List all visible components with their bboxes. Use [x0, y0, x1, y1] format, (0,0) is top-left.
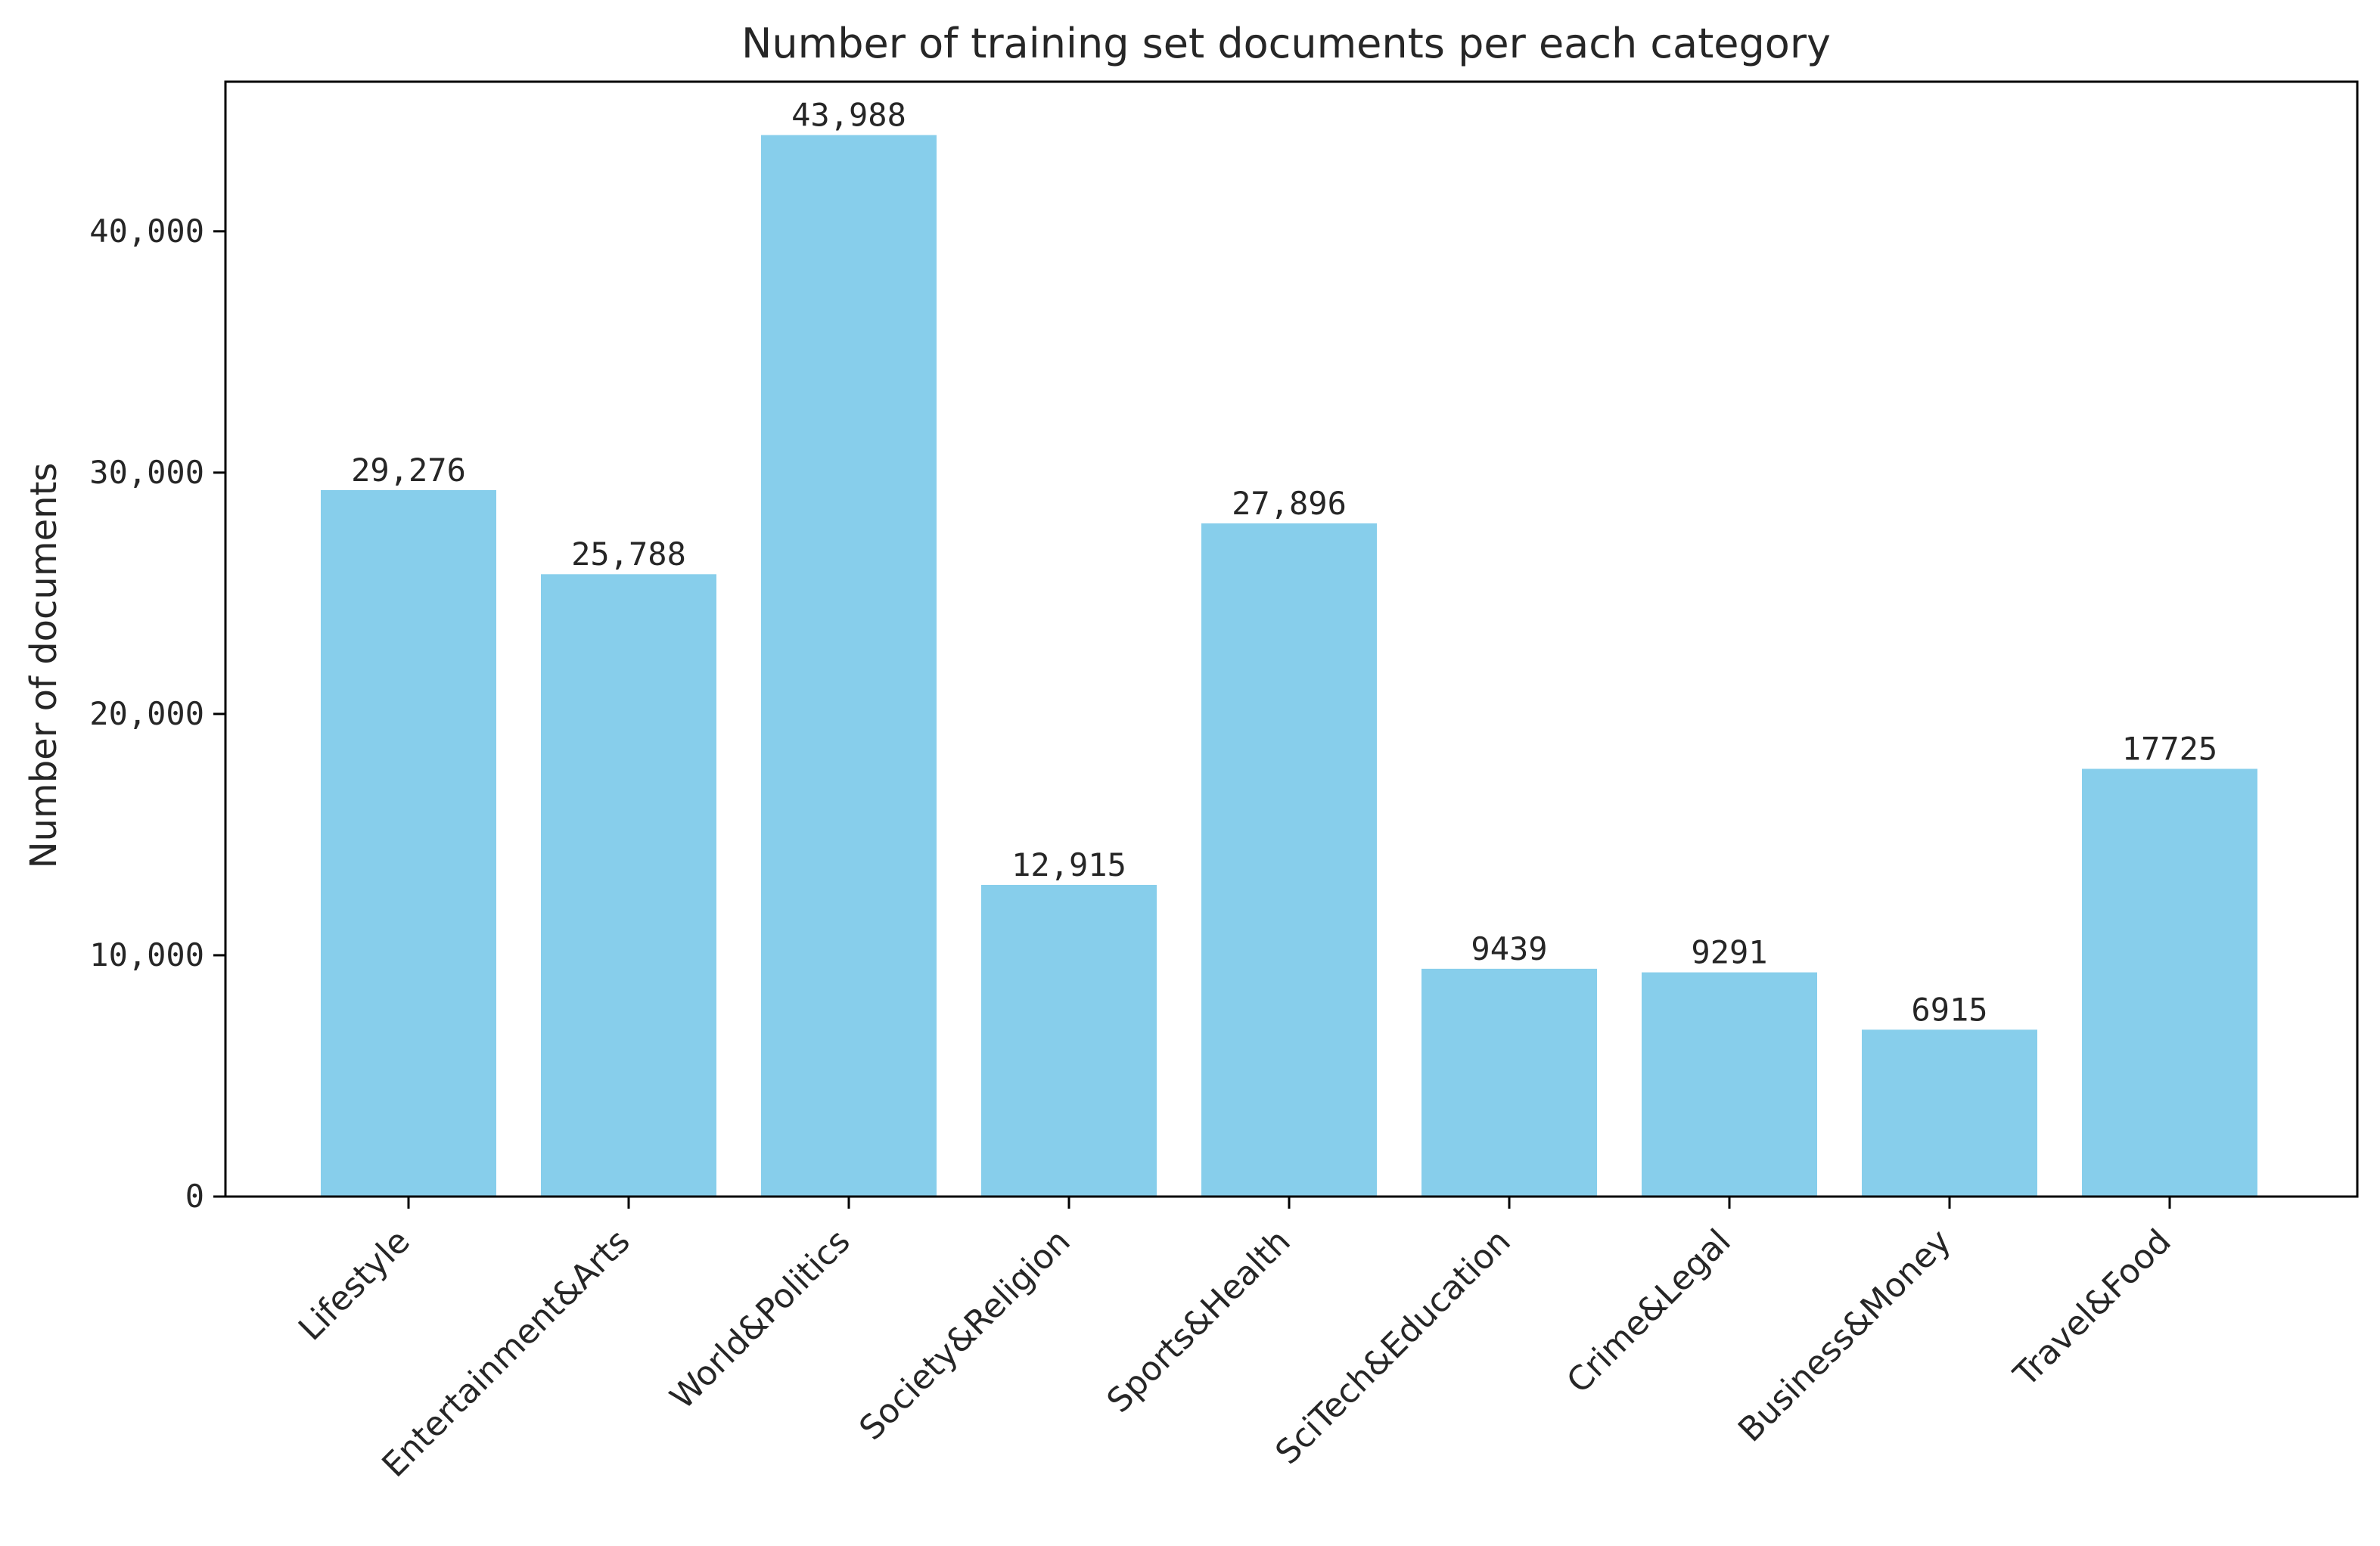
- bar-value-label: 29,276: [351, 452, 466, 489]
- y-axis-label: Number of documents: [23, 463, 65, 869]
- x-tick-label: World&Politics: [663, 1222, 858, 1417]
- y-tick-label: 30,000: [89, 454, 204, 491]
- chart-title: Number of training set documents per eac…: [741, 20, 1831, 67]
- bar: [541, 574, 716, 1197]
- y-tick-label: 0: [185, 1178, 204, 1215]
- plot-frame: [224, 80, 2359, 1198]
- bars: [321, 135, 2257, 1197]
- bar: [1421, 968, 1597, 1197]
- y-axis-ticks: 0 10,000 20,000 30,000 40,000: [89, 213, 225, 1215]
- x-tick-label: Entertainment&Arts: [374, 1222, 637, 1485]
- y-tick-label: 40,000: [89, 213, 204, 250]
- bar: [761, 135, 937, 1197]
- data-labels: 29,276 25,788 43,988 12,915 27,896 9439 9291 69…: [351, 97, 2217, 1029]
- bar-value-label: 25,788: [571, 536, 686, 573]
- x-tick-label: Travel&Food: [2006, 1222, 2179, 1395]
- bar-value-label: 17725: [2122, 730, 2217, 767]
- x-tick-label: Sports&Health: [1100, 1222, 1298, 1420]
- y-tick-label: 10,000: [89, 936, 204, 973]
- bar-value-label: 6915: [1911, 991, 1987, 1028]
- bar: [1201, 523, 1377, 1197]
- x-tick-label: Crime&Legal: [1559, 1222, 1738, 1401]
- bar: [981, 884, 1157, 1197]
- bar-value-label: 27,896: [1232, 485, 1347, 522]
- bar: [2082, 768, 2257, 1197]
- bar: [1642, 972, 1817, 1197]
- bar: [1862, 1029, 2037, 1197]
- bar-value-label: 12,915: [1011, 846, 1126, 883]
- x-tick-label: SciTech&Education: [1268, 1222, 1518, 1472]
- x-tick-label: Business&Money: [1731, 1222, 1959, 1450]
- bar-value-label: 9439: [1471, 930, 1547, 967]
- y-tick-label: 20,000: [89, 695, 204, 732]
- bar-value-label: 43,988: [791, 97, 906, 134]
- x-tick-label: Society&Religion: [852, 1222, 1077, 1448]
- x-tick-label: Lifestyle: [291, 1222, 418, 1349]
- bar-value-label: 9291: [1691, 934, 1767, 971]
- bar: [321, 489, 496, 1197]
